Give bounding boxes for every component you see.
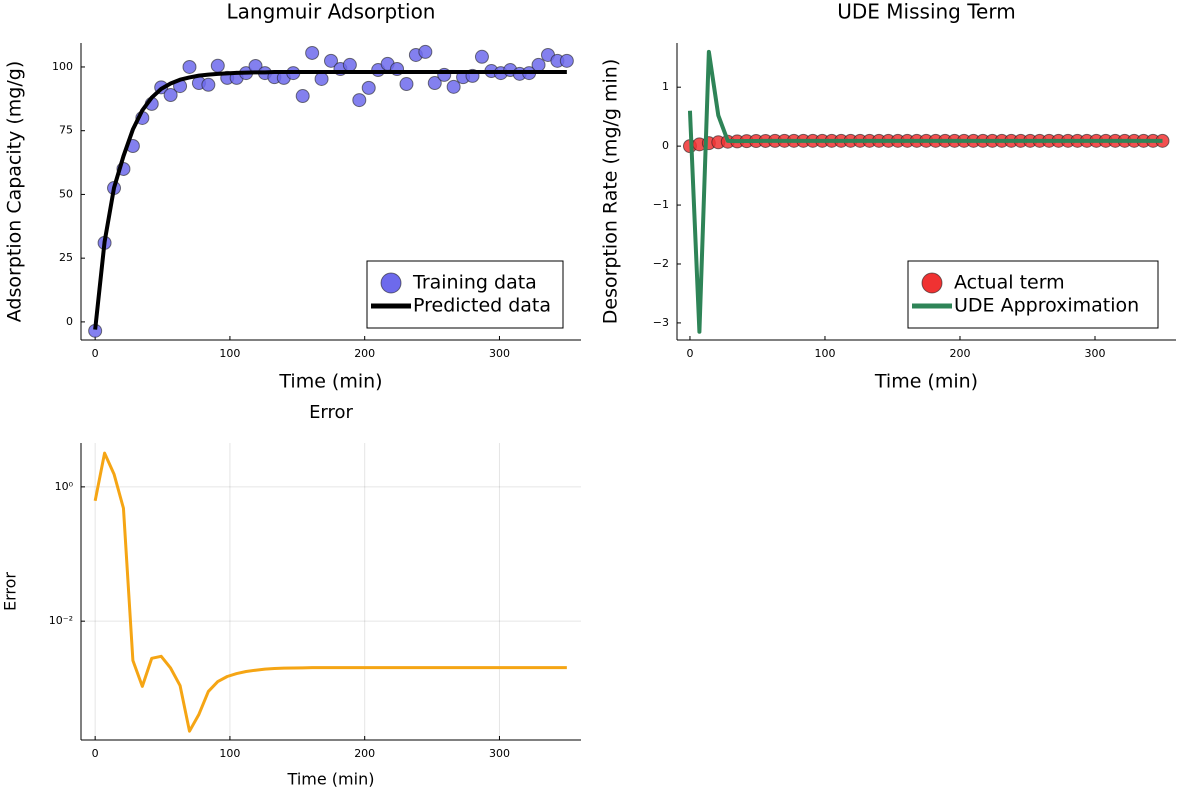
data-point xyxy=(352,93,367,108)
chart-title: UDE Missing Term xyxy=(837,0,1015,24)
y-tick-label: 100 xyxy=(52,60,73,73)
data-point xyxy=(295,89,310,104)
x-tick-label: 0 xyxy=(92,747,99,760)
y-tick-label: 0 xyxy=(66,315,73,328)
data-point xyxy=(342,57,357,72)
data-point xyxy=(474,49,489,64)
x-axis-label: Time (min) xyxy=(874,371,978,393)
data-line xyxy=(687,49,1163,334)
x-tick-label: 200 xyxy=(354,347,375,360)
y-tick-label: 75 xyxy=(59,124,73,137)
legend-swatch xyxy=(921,272,943,294)
x-axis-label: Time (min) xyxy=(278,371,382,393)
y-tick-label: 0 xyxy=(662,139,669,152)
data-line xyxy=(93,70,567,330)
y-axis-label: Adsorption Capacity (mg/g) xyxy=(4,61,26,322)
x-tick-label: 300 xyxy=(489,747,510,760)
legend-label: UDE Approximation xyxy=(954,295,1139,317)
data-point xyxy=(418,44,433,59)
x-tick-label: 300 xyxy=(489,347,510,360)
y-axis-label: Desorption Rate (mg/g min) xyxy=(600,59,622,324)
y-tick-label: −1 xyxy=(653,198,669,211)
data-line xyxy=(93,451,567,733)
x-tick-label: 100 xyxy=(219,347,240,360)
x-tick-label: 300 xyxy=(1084,347,1105,360)
legend-box xyxy=(366,260,564,329)
data-point xyxy=(531,57,546,72)
y-tick-label: 25 xyxy=(59,251,73,264)
legend-swatch xyxy=(380,272,402,294)
data-point xyxy=(201,77,216,92)
data-point xyxy=(163,88,178,103)
data-point xyxy=(324,53,338,68)
x-tick-label: 0 xyxy=(92,347,99,360)
y-tick-label: −2 xyxy=(653,257,669,270)
legend-label: Predicted data xyxy=(413,295,551,317)
y-tick-label: 1 xyxy=(662,80,669,93)
x-axis-label: Time (min) xyxy=(287,770,375,789)
chart-title: Error xyxy=(309,402,353,423)
x-tick-label: 200 xyxy=(949,347,970,360)
data-point xyxy=(210,58,225,73)
data-point xyxy=(399,77,414,92)
x-tick-label: 100 xyxy=(814,347,835,360)
x-tick-label: 100 xyxy=(219,747,240,760)
data-point xyxy=(305,45,320,60)
data-point xyxy=(182,59,197,74)
y-tick-label: 50 xyxy=(59,187,73,200)
data-point xyxy=(314,71,329,86)
y-axis-label: Error xyxy=(1,572,20,611)
legend-label: Actual term xyxy=(954,272,1065,294)
chart-title: Langmuir Adsorption xyxy=(227,0,436,24)
y-tick-label: −3 xyxy=(653,316,669,329)
legend-box xyxy=(907,260,1159,329)
legend-label: Training data xyxy=(412,272,537,294)
data-point xyxy=(446,79,461,94)
data-point xyxy=(427,76,442,91)
data-point xyxy=(361,80,376,95)
x-tick-label: 200 xyxy=(354,747,375,760)
y-tick-label: 10⁰ xyxy=(55,480,74,493)
x-tick-label: 0 xyxy=(686,347,693,360)
y-tick-label: 10⁻² xyxy=(49,614,73,627)
data-point xyxy=(559,53,574,68)
